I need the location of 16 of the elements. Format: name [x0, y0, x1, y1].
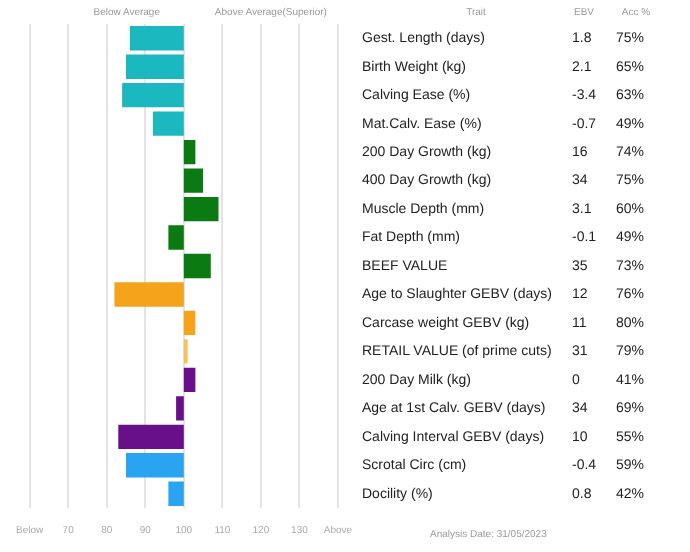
bar	[183, 253, 211, 279]
bar	[114, 282, 184, 307]
bar	[183, 168, 204, 193]
bar	[183, 196, 219, 222]
bar	[183, 310, 196, 336]
bar	[176, 396, 184, 421]
bar	[168, 481, 184, 506]
bar	[183, 139, 196, 165]
bar	[125, 453, 184, 478]
bar	[125, 54, 184, 79]
bar	[152, 111, 184, 136]
bar	[183, 367, 196, 393]
bar	[118, 424, 184, 449]
bar	[129, 26, 184, 51]
bar	[168, 225, 184, 250]
bar	[122, 83, 184, 108]
